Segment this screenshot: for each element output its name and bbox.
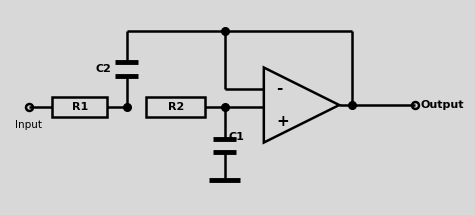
FancyBboxPatch shape — [146, 97, 205, 117]
Text: C2: C2 — [95, 64, 111, 74]
Text: Input: Input — [15, 120, 42, 130]
Polygon shape — [264, 68, 339, 143]
Text: -: - — [276, 81, 283, 96]
Text: C1: C1 — [228, 132, 245, 142]
Text: R2: R2 — [168, 102, 184, 112]
Text: R1: R1 — [72, 102, 88, 112]
FancyBboxPatch shape — [52, 97, 107, 117]
Text: +: + — [276, 114, 289, 129]
Text: Output: Output — [420, 100, 464, 110]
